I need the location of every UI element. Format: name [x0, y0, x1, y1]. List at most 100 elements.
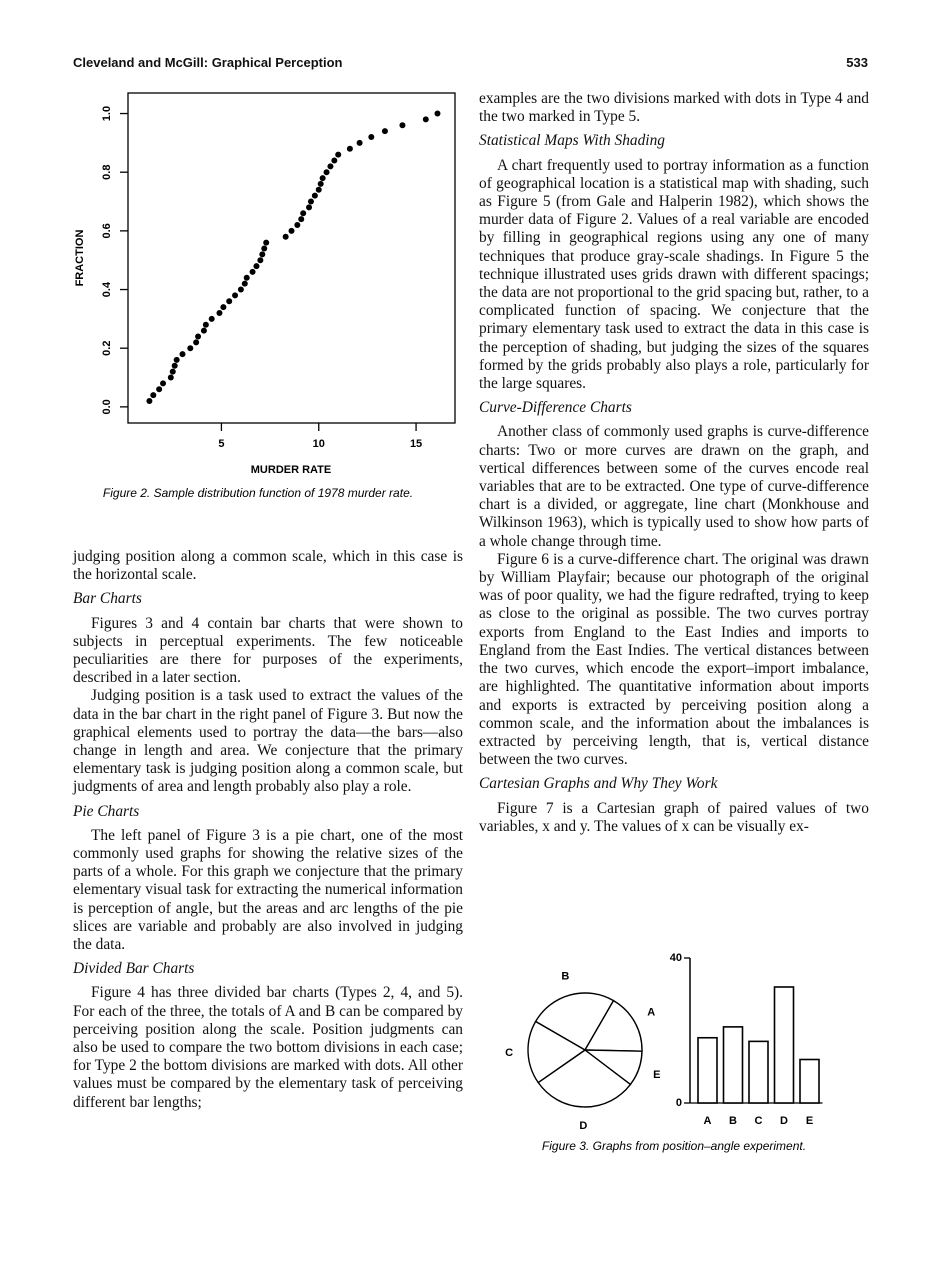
data-point: [216, 310, 223, 316]
slice-label: E: [653, 1069, 660, 1081]
data-point: [294, 222, 301, 228]
figure-caption: Figure 3. Graphs from position–angle exp…: [542, 1139, 806, 1153]
data-point: [237, 286, 244, 293]
pie-slice: [534, 992, 615, 1051]
bar: [799, 1058, 820, 1104]
data-point: [160, 380, 167, 387]
section-heading: Statistical Maps With Shading: [479, 132, 665, 150]
x-axis-label: MURDER RATE: [251, 464, 331, 476]
data-point: [300, 210, 307, 217]
x-tick-label: 5: [218, 438, 224, 450]
paragraph: Another class of commonly used graphs is…: [479, 423, 869, 550]
data-point: [311, 192, 318, 199]
data-point: [381, 128, 388, 135]
data-point: [193, 339, 200, 346]
slice-label: D: [579, 1120, 587, 1132]
data-point: [399, 122, 406, 129]
data-point: [319, 175, 326, 182]
y-axis-label: FRACTION: [74, 230, 86, 287]
data-point: [368, 134, 375, 140]
y-tick-label: 0.6: [101, 223, 113, 238]
y-tick-label: 0.8: [101, 165, 113, 180]
data-point: [195, 333, 202, 340]
data-point: [259, 251, 266, 258]
pie-slice: [537, 1049, 632, 1108]
x-tick-label: 10: [313, 438, 325, 450]
data-point: [282, 233, 289, 240]
y-tick-label: 0.0: [101, 399, 113, 414]
x-tick-label: B: [729, 1115, 737, 1127]
data-point: [335, 151, 342, 158]
section-heading: Cartesian Graphs and Why They Work: [479, 775, 718, 793]
data-point: [220, 304, 227, 311]
x-tick-label: D: [780, 1115, 788, 1127]
data-point: [422, 116, 429, 123]
running-head: Cleveland and McGill: Graphical Percepti…: [73, 55, 343, 70]
paragraph: Figure 7 is a Cartesian graph of paired …: [479, 799, 869, 835]
data-point: [306, 204, 313, 211]
slice-label: C: [505, 1047, 513, 1059]
data-point: [187, 345, 194, 352]
section-heading: Pie Charts: [73, 802, 140, 820]
data-point: [179, 351, 186, 358]
data-point: [208, 315, 215, 322]
data-point: [249, 268, 256, 275]
section-heading: Bar Charts: [73, 590, 142, 608]
paragraph: Judging position is a task used to extra…: [73, 687, 463, 796]
x-tick-label: A: [704, 1115, 712, 1127]
data-point: [241, 280, 248, 287]
data-point: [243, 274, 250, 281]
section-heading: Divided Bar Charts: [73, 960, 195, 978]
paragraph: Figure 4 has three divided bar charts (T…: [73, 984, 463, 1111]
data-point: [150, 392, 157, 399]
paragraph: The left panel of Figure 3 is a pie char…: [73, 826, 463, 954]
data-point: [317, 180, 324, 187]
x-tick-label: C: [755, 1115, 763, 1127]
paragraph: examples are the two divisions marked wi…: [479, 90, 869, 126]
data-point: [327, 163, 334, 170]
data-point: [202, 321, 209, 328]
data-point: [169, 368, 176, 375]
data-point: [288, 227, 295, 234]
data-point: [323, 169, 330, 176]
data-point: [315, 186, 322, 193]
x-tick-label: E: [806, 1115, 813, 1127]
data-point: [232, 292, 239, 299]
data-point: [226, 298, 233, 305]
figure-caption: Figure 2. Sample distribution function o…: [103, 486, 413, 500]
bar: [697, 1036, 718, 1104]
data-point: [173, 356, 180, 363]
data-point: [156, 386, 163, 393]
plot-frame: [127, 92, 456, 424]
paragraph: A chart frequently used to portray infor…: [479, 156, 869, 393]
pie-slice: [527, 1020, 587, 1084]
y-tick-label: 0: [676, 1097, 682, 1109]
pie-slice: [583, 999, 643, 1052]
section-heading: Curve-Difference Charts: [479, 399, 632, 417]
bar: [773, 986, 795, 1104]
bar: [722, 1026, 744, 1104]
y-tick-label: 40: [670, 952, 682, 964]
paragraph: Figure 6 is a curve-difference chart. Th…: [479, 550, 869, 769]
right-column: examples are the two divisions marked wi…: [479, 90, 869, 836]
paragraph: judging position along a common scale, w…: [73, 548, 463, 584]
paragraph: Figures 3 and 4 contain bar charts that …: [73, 614, 463, 687]
data-point: [253, 263, 260, 270]
slice-label: B: [561, 970, 569, 982]
data-point: [263, 239, 270, 246]
data-point: [261, 245, 268, 252]
bar: [748, 1040, 769, 1104]
data-point: [146, 398, 153, 404]
data-point: [356, 139, 363, 146]
data-point: [257, 257, 264, 264]
y-tick-label: 0.4: [101, 281, 113, 297]
data-point: [434, 110, 441, 117]
y-tick-label: 0.2: [101, 341, 113, 356]
data-point: [331, 157, 338, 164]
slice-label: A: [647, 1007, 655, 1019]
page-number: 533: [846, 55, 868, 70]
y-tick-label: 1.0: [101, 106, 113, 121]
data-point: [298, 216, 305, 223]
